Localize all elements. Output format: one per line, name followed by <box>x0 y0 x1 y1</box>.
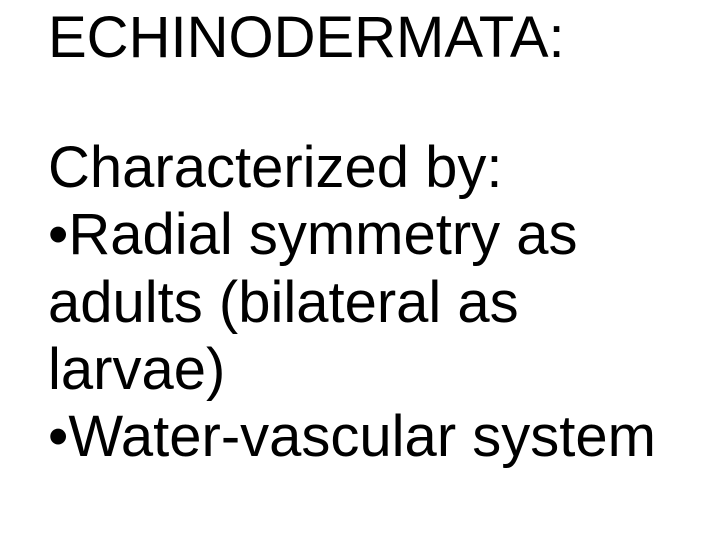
body-intro: Characterized by: <box>48 134 688 201</box>
slide: ECHINODERMATA: Characterized by: •Radial… <box>0 0 720 540</box>
bullet-1-line-3: larvae) <box>48 336 688 403</box>
bullet-1-line-2: adults (bilateral as <box>48 269 688 336</box>
bullet-marker: • <box>48 202 68 267</box>
slide-title: ECHINODERMATA: <box>48 4 565 71</box>
bullet-marker: • <box>48 404 68 469</box>
slide-body: Characterized by: •Radial symmetry as ad… <box>48 134 688 470</box>
bullet-1-line-1: •Radial symmetry as <box>48 201 688 268</box>
bullet-2-text-1: Water-vascular system <box>68 404 656 469</box>
bullet-2-line-1: •Water-vascular system <box>48 403 688 470</box>
bullet-1-text-1: Radial symmetry as <box>68 202 577 267</box>
